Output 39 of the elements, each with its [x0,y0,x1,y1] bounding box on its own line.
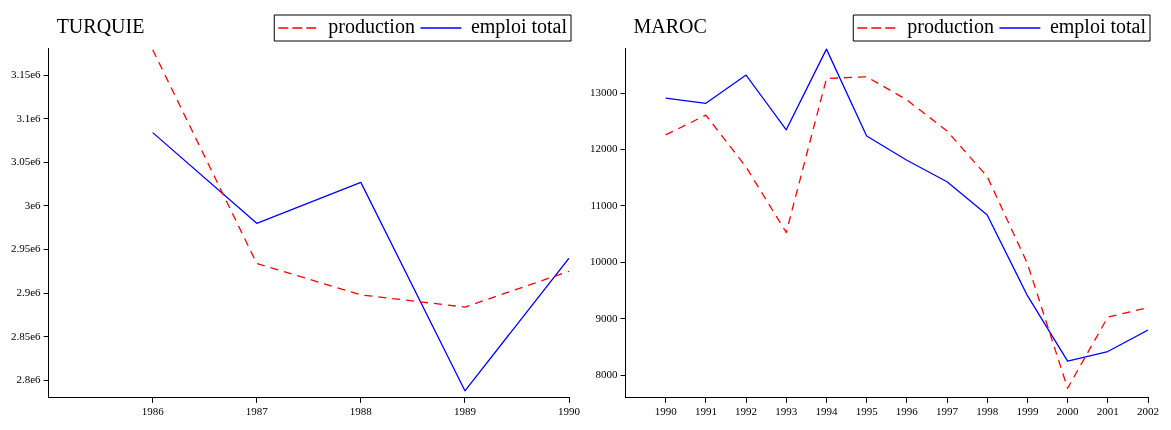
y-tick-label: 11000 [590,198,618,211]
y-tick-label: 9000 [595,311,618,324]
x-tick-label: 1991 [694,405,717,418]
x-tick-label: 1990 [558,405,581,418]
x-tick-label: 1999 [1016,405,1039,418]
x-tick-label: 1990 [654,405,678,418]
y-tick-label: 2.95e6 [10,242,42,255]
x-tick-label: 1987 [245,405,269,418]
line-series [152,49,569,308]
y-tick-label: 2.8e6 [16,373,42,386]
x-tick-label: 1993 [775,405,798,418]
chart-title: MAROC [633,15,707,38]
x-tick-label: 1986 [141,405,165,418]
chart-title: TURQUIE [56,15,145,38]
x-tick-label: 2000 [1056,405,1080,418]
y-tick-label: 3e6 [24,198,42,211]
y-tick-label: 2.9e6 [16,286,42,299]
legend-label: emploi total [1049,15,1147,39]
legend-label: emploi total [470,15,568,39]
x-tick-label: 1989 [453,405,477,418]
x-tick-label: 1998 [976,405,999,418]
y-tick-label: 12000 [590,142,618,155]
y-tick-label: 10000 [590,255,618,268]
x-tick-label: 1995 [855,405,879,418]
x-tick-label: 1992 [735,405,758,418]
y-tick-label: 8000 [595,368,618,381]
y-tick-label: 3.1e6 [16,111,42,124]
legend-label: production [328,15,415,39]
y-tick-label: 2.85e6 [10,329,42,342]
x-tick-label: 2001 [1096,405,1119,418]
y-tick-label: 13000 [590,86,618,99]
x-tick-label: 1988 [349,405,373,418]
y-tick-label: 3.05e6 [10,155,42,168]
x-tick-label: 1994 [815,405,838,418]
x-tick-label: 1996 [895,405,919,418]
x-tick-label: 2002 [1137,405,1159,418]
legend-label: production [907,15,994,39]
x-tick-label: 1997 [936,405,959,418]
y-tick-label: 3.15e6 [10,67,42,80]
